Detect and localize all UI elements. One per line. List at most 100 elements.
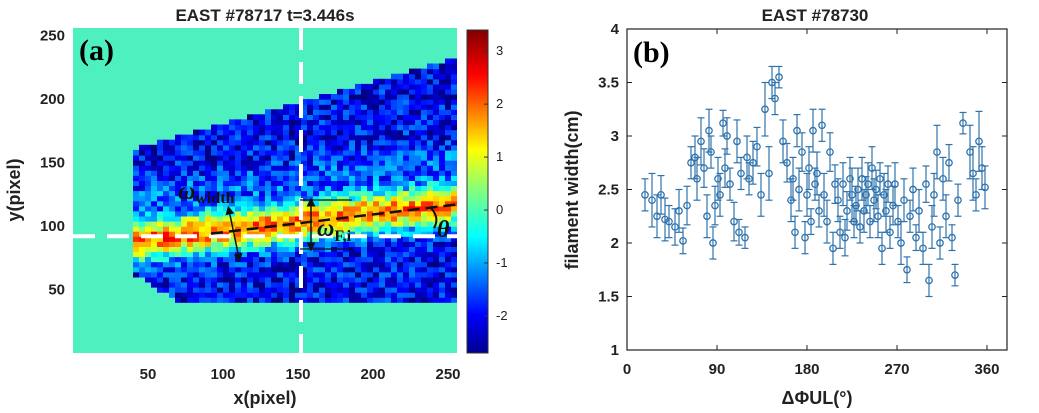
heatmap-cell [337,271,344,278]
heatmap-cell [343,185,350,192]
heatmap-cell [439,210,446,217]
heatmap-cell [313,205,320,212]
heatmap-cell [271,297,278,303]
heatmap-cell [397,170,404,176]
heatmap-cell [277,276,284,283]
heatmap-cell [373,170,380,176]
panel-b-label: (b) [633,36,670,69]
heatmap-cell [217,165,224,171]
heatmap-cell [343,175,350,181]
heatmap-cell [169,261,176,268]
heatmap-cell [421,129,428,136]
heatmap-cell [247,149,254,156]
heatmap-cell [253,281,260,288]
heatmap-cell [331,114,338,120]
heatmap-cell [211,241,218,247]
heatmap-cell [343,134,350,141]
heatmap-cell [205,246,212,253]
heatmap-cell [343,109,350,115]
heatmap-cell [295,185,302,192]
heatmap-cell [277,124,284,131]
heatmap-cell [139,180,146,186]
heatmap-cell [205,144,212,151]
heatmap-cell [397,287,404,293]
point-marker [860,207,868,215]
point-marker [813,169,821,178]
heatmap-cell [409,287,416,293]
heatmap-cell [415,200,422,207]
heatmap-cell [367,83,374,90]
heatmap-cell [385,241,392,247]
heatmap-cell [163,266,170,273]
heatmap-cell [169,266,176,273]
heatmap-cell [139,215,146,222]
heatmap-cell [145,266,152,273]
heatmap-cell [427,190,434,197]
heatmap-cell [415,129,422,136]
heatmap-cell [439,139,446,146]
heatmap-cell [439,149,446,156]
heatmap-cell [331,205,338,212]
heatmap-cell [433,246,440,253]
heatmap-cell [301,221,308,227]
heatmap-cell [331,139,338,146]
heatmap-cell [175,139,182,146]
heatmap-cell [445,236,452,242]
heatmap-cell [163,195,170,202]
heatmap-cell [403,246,410,253]
heatmap-cell [301,119,308,126]
heatmap-cell [157,256,164,263]
heatmap-cell [211,180,218,186]
heatmap-cell [403,155,410,161]
heatmap-cell [361,231,368,237]
data-point [743,135,751,180]
heatmap-cell [427,256,434,263]
heatmap-cell [301,297,308,303]
heatmap-cell [439,88,446,95]
heatmap-cell [373,271,380,278]
heatmap-cell [409,124,416,131]
heatmap-cell [157,139,164,146]
heatmap-cell [151,210,158,217]
heatmap-cell [349,271,356,278]
heatmap-cell [397,241,404,247]
heatmap-cell [199,297,206,303]
heatmap-cell [385,160,392,166]
heatmap-cell [325,185,332,192]
point-marker [745,174,753,183]
heatmap-cell [301,281,308,288]
heatmap-cell [325,256,332,263]
data-point [719,109,727,137]
heatmap-cell [283,190,290,197]
heatmap-cell [409,149,416,156]
heatmap-cell [283,144,290,151]
heatmap-cell [211,155,218,161]
heatmap-cell [163,210,170,217]
heatmap-cell [241,221,248,227]
data-point [939,156,947,201]
heatmap-cell [283,129,290,136]
heatmap-cell [427,210,434,217]
heatmap-cell [181,287,188,293]
heatmap-cell [451,236,457,242]
heatmap-cell [199,251,206,258]
heatmap-cell [265,155,272,161]
heatmap-cell [169,215,176,222]
heatmap-cell [193,165,200,171]
heatmap-cell [367,256,374,263]
heatmap-cell [361,256,368,263]
heatmap-cell [361,215,368,222]
point-marker [826,148,834,156]
heatmap-cell [433,175,440,181]
heatmap-cell [355,276,362,283]
heatmap-cell [361,83,368,90]
heatmap-cell [331,210,338,217]
heatmap-cell [397,251,404,258]
heatmap-cell [295,221,302,227]
heatmap-cell [349,144,356,151]
heatmap-cell [295,139,302,146]
heatmap-cell [421,94,428,100]
heatmap-cell [343,124,350,131]
heatmap-cell [439,287,446,293]
heatmap-cell [343,190,350,197]
